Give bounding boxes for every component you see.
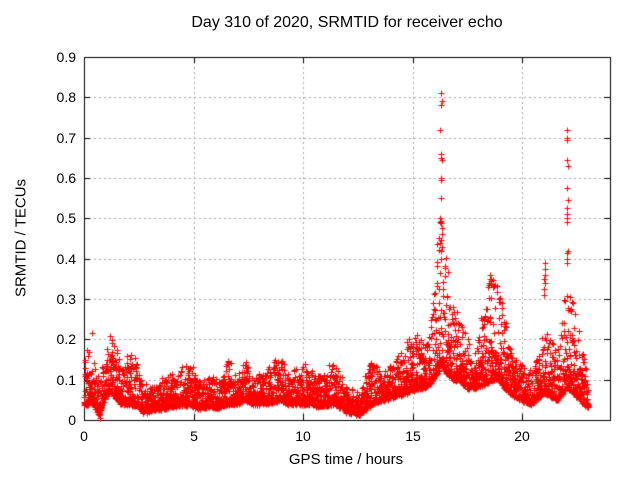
x-tick-label: 10 [295, 428, 311, 444]
y-tick-label: 0.8 [56, 89, 76, 105]
y-axis-label: SRMTID / TECUs [12, 178, 30, 298]
x-tick-label: 20 [514, 428, 530, 444]
y-tick-label: 0.9 [56, 49, 76, 65]
y-tick-label: 0.1 [56, 372, 76, 388]
y-tick-label: 0.6 [56, 170, 76, 186]
y-tick-label: 0.7 [56, 130, 76, 146]
x-tick-label: 5 [190, 428, 198, 444]
x-tick-label: 0 [80, 428, 88, 444]
y-tick-label: 0 [68, 412, 76, 428]
chart-title: Day 310 of 2020, SRMTID for receiver ech… [191, 14, 503, 31]
x-axis-label: GPS time / hours [288, 451, 404, 468]
y-tick-label: 0.5 [56, 210, 76, 226]
y-tick-label: 0.4 [56, 251, 76, 267]
y-tick-label: 0.3 [56, 291, 76, 307]
x-tick-label: 15 [405, 428, 421, 444]
y-tick-label: 0.2 [56, 331, 76, 347]
